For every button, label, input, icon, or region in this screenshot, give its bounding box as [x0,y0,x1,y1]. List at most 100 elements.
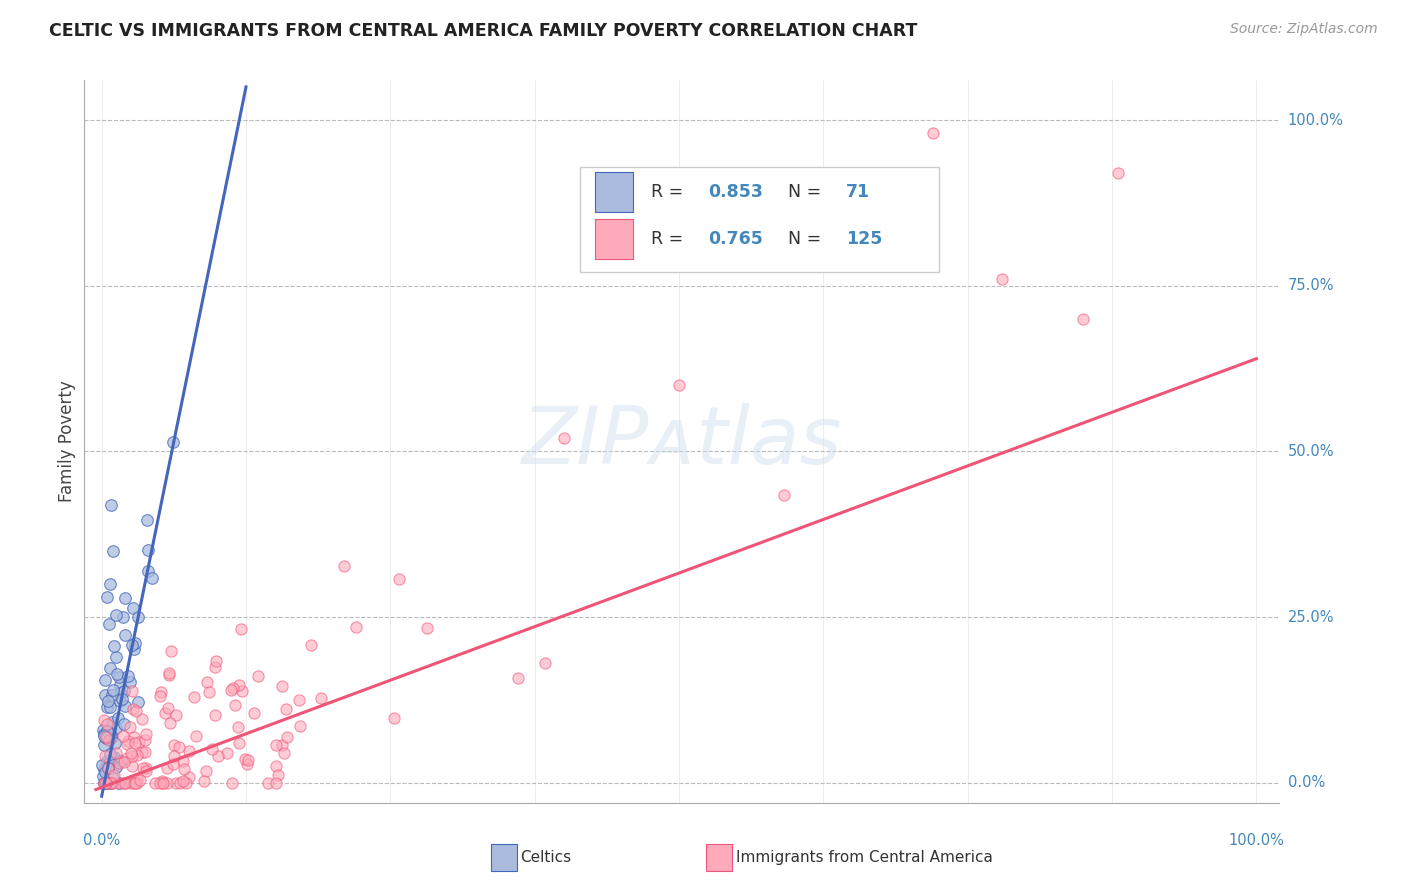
Point [219,683,242,698]
Point [1107,166,1129,180]
Point [115,751,138,765]
Point [229,622,252,636]
Point [104,736,127,750]
Point [134,745,156,759]
Point [122,600,145,615]
Point [121,759,143,773]
Point [534,657,557,671]
Point [122,776,145,790]
Point [172,773,194,788]
Point [111,729,134,743]
Point [105,747,128,761]
Point [120,720,142,734]
FancyBboxPatch shape [581,167,939,272]
Point [97,761,120,775]
Point [100,776,122,790]
Point [143,776,166,790]
Point [105,759,128,773]
Point [215,746,238,760]
Point [159,716,181,731]
Point [120,674,142,689]
Point [100,728,122,742]
Point [136,543,159,558]
Text: ZIPᴀtlas: ZIPᴀtlas [522,402,842,481]
Point [135,513,157,527]
Point [103,639,125,653]
Point [96,761,118,775]
Point [299,638,322,652]
Point [159,666,181,681]
Point [115,737,138,751]
Point [97,694,120,708]
Point [136,565,159,579]
Point [96,723,118,738]
Point [112,610,135,624]
Point [96,755,118,769]
Point [134,727,156,741]
Point [128,735,150,749]
Point [264,759,287,773]
Text: 0.0%: 0.0% [1288,775,1324,790]
Point [135,761,157,775]
Point [132,761,155,775]
FancyBboxPatch shape [706,844,733,871]
Point [101,776,124,790]
Point [163,748,186,763]
Point [163,738,186,752]
Point [96,591,118,605]
Point [117,669,139,683]
Point [276,701,298,715]
Point [201,741,224,756]
Point [127,695,149,709]
Point [104,721,127,735]
Point [271,679,294,693]
Text: R =: R = [651,230,689,248]
Point [93,776,115,790]
Point [120,747,142,761]
Point [194,764,217,778]
Point [121,639,143,653]
Point [120,776,142,790]
Point [91,757,114,772]
Text: 125: 125 [845,230,882,248]
Point [124,636,146,650]
Point [233,752,256,766]
Point [131,745,153,759]
Point [273,746,295,760]
Point [221,776,243,790]
Point [100,700,122,714]
Point [159,644,181,658]
Point [183,690,205,704]
Point [100,754,122,768]
Point [176,776,198,790]
Point [105,666,128,681]
Text: 0.765: 0.765 [709,230,763,248]
Point [152,776,174,790]
Point [806,232,828,246]
Point [508,671,530,685]
Point [93,762,115,776]
Point [193,773,215,788]
Point [94,776,117,790]
Point [103,544,125,558]
Point [236,757,259,772]
Point [172,755,194,769]
Y-axis label: Family Poverty: Family Poverty [58,381,76,502]
Point [128,772,150,787]
Point [108,776,131,790]
Point [153,706,176,720]
Point [111,692,134,706]
Point [108,694,131,708]
Point [94,731,117,746]
Text: R =: R = [651,183,689,202]
Point [141,571,163,585]
Point [122,730,145,744]
Point [94,765,117,780]
Text: 25.0%: 25.0% [1288,610,1334,624]
Point [98,577,121,591]
Point [264,738,287,752]
Point [94,776,117,790]
Point [114,628,136,642]
Point [91,769,114,783]
Point [96,700,118,714]
